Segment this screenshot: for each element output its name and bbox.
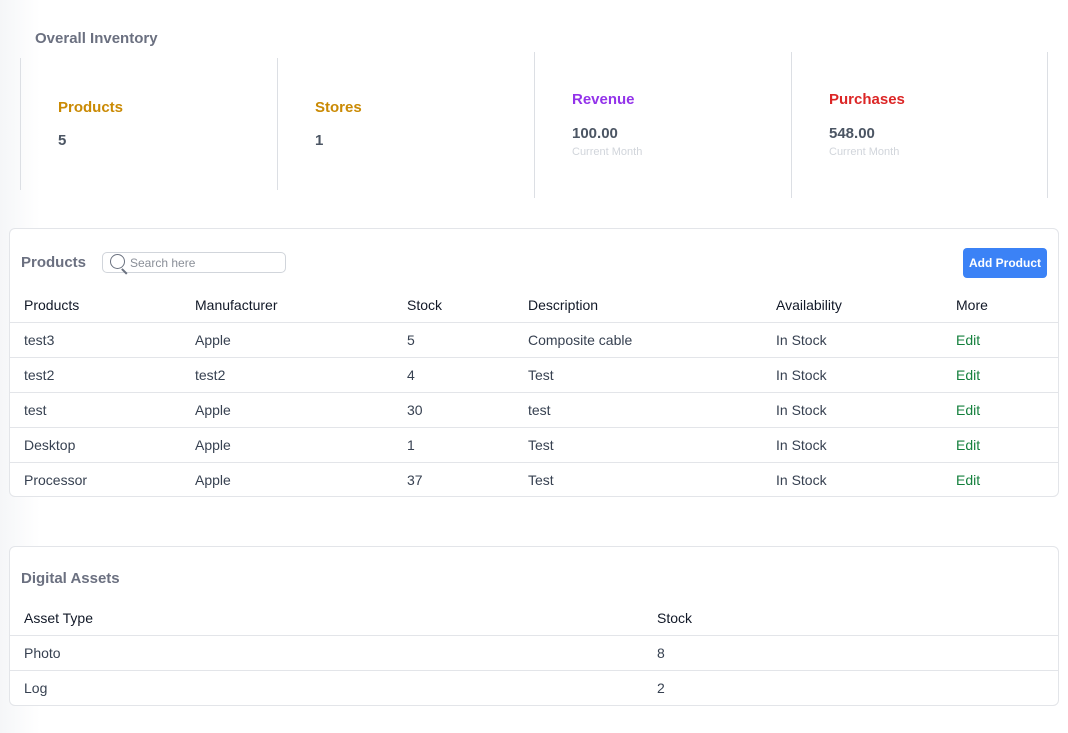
stat-value: 1 xyxy=(315,132,324,149)
overall-inventory-title: Overall Inventory xyxy=(35,30,158,47)
cell-description: Test xyxy=(514,427,762,463)
table-row: Log 2 xyxy=(10,670,1058,705)
edit-link[interactable]: Edit xyxy=(956,471,981,488)
cell-product: test xyxy=(10,392,181,428)
cell-product: test2 xyxy=(10,357,181,393)
search-input[interactable] xyxy=(130,255,280,270)
digital-assets-title: Digital Assets xyxy=(21,570,120,587)
stat-stores: Stores 1 xyxy=(277,58,534,190)
stat-label: Stores xyxy=(315,99,362,116)
column-header: Stock xyxy=(393,288,514,323)
cell-asset-type: Photo xyxy=(10,635,643,671)
stat-value: 548.00 xyxy=(829,125,875,142)
cell-stock: 4 xyxy=(393,357,514,393)
cell-availability: In Stock xyxy=(762,322,942,358)
cell-manufacturer: Apple xyxy=(181,427,393,463)
edit-link[interactable]: Edit xyxy=(942,427,1058,463)
stat-label: Purchases xyxy=(829,91,905,108)
cell-availability: In Stock xyxy=(762,427,942,463)
cell-stock: 37 xyxy=(407,471,423,488)
cell-stock: 1 xyxy=(393,427,514,463)
stat-label: Revenue xyxy=(572,91,635,108)
stat-subtext: Current Month xyxy=(829,146,900,158)
cell-manufacturer: Apple xyxy=(181,392,393,428)
cell-product: Desktop xyxy=(10,427,181,463)
digital-assets-card: Digital Assets Asset Type Stock Photo 8 … xyxy=(9,546,1059,706)
column-header: Stock xyxy=(643,601,1058,636)
cell-manufacturer: Apple xyxy=(195,471,231,488)
stat-revenue: Revenue 100.00 Current Month xyxy=(534,52,791,198)
cell-description: test xyxy=(514,392,762,428)
table-row: test Apple 30 test In Stock Edit xyxy=(10,392,1058,428)
cell-description: Composite cable xyxy=(514,322,762,358)
cell-stock: 30 xyxy=(393,392,514,428)
cell-product: test3 xyxy=(10,322,181,358)
search-icon xyxy=(109,253,128,274)
stat-value: 100.00 xyxy=(572,125,618,142)
stat-subtext: Current Month xyxy=(572,146,643,158)
column-header: More xyxy=(942,288,1058,323)
products-card: Products Add Product Products Manufactur… xyxy=(9,228,1059,497)
cell-manufacturer: test2 xyxy=(181,357,393,393)
add-product-button[interactable]: Add Product xyxy=(963,248,1047,278)
cell-availability: In Stock xyxy=(776,471,827,488)
edit-link[interactable]: Edit xyxy=(942,357,1058,393)
table-row: test3 Apple 5 Composite cable In Stock E… xyxy=(10,322,1058,358)
table-header-row: Asset Type Stock xyxy=(10,601,1058,636)
table-row: Desktop Apple 1 Test In Stock Edit xyxy=(10,427,1058,463)
edit-link[interactable]: Edit xyxy=(942,392,1058,428)
stat-divider xyxy=(1047,52,1048,198)
assets-table: Asset Type Stock Photo 8 Log 2 xyxy=(10,601,1058,705)
products-title: Products xyxy=(21,254,87,271)
column-header: Asset Type xyxy=(10,601,643,636)
search-box[interactable] xyxy=(102,252,286,274)
edit-link[interactable]: Edit xyxy=(942,322,1058,358)
stat-value: 5 xyxy=(58,132,67,149)
cell-asset-type: Log xyxy=(24,679,48,696)
cell-manufacturer: Apple xyxy=(181,322,393,358)
products-table: Products Manufacturer Stock Description … xyxy=(10,288,1058,496)
cell-product: Processor xyxy=(24,471,88,488)
table-header-row: Products Manufacturer Stock Description … xyxy=(10,288,1058,323)
cell-description: Test xyxy=(514,357,762,393)
table-row: test2 test2 4 Test In Stock Edit xyxy=(10,357,1058,393)
column-header: Availability xyxy=(762,288,942,323)
cell-availability: In Stock xyxy=(762,392,942,428)
stat-label: Products xyxy=(58,99,124,116)
table-row: Processor Apple 37 Test In Stock Edit xyxy=(10,462,1058,496)
stat-purchases: Purchases 548.00 Current Month xyxy=(791,52,1048,198)
stat-products: Products 5 xyxy=(20,58,277,190)
column-header: Manufacturer xyxy=(181,288,393,323)
cell-asset-stock: 2 xyxy=(657,679,665,696)
table-row: Photo 8 xyxy=(10,635,1058,671)
cell-stock: 5 xyxy=(393,322,514,358)
column-header: Description xyxy=(514,288,762,323)
cell-description: Test xyxy=(528,471,554,488)
column-header: Products xyxy=(10,288,181,323)
cell-availability: In Stock xyxy=(762,357,942,393)
cell-asset-stock: 8 xyxy=(643,635,1058,671)
